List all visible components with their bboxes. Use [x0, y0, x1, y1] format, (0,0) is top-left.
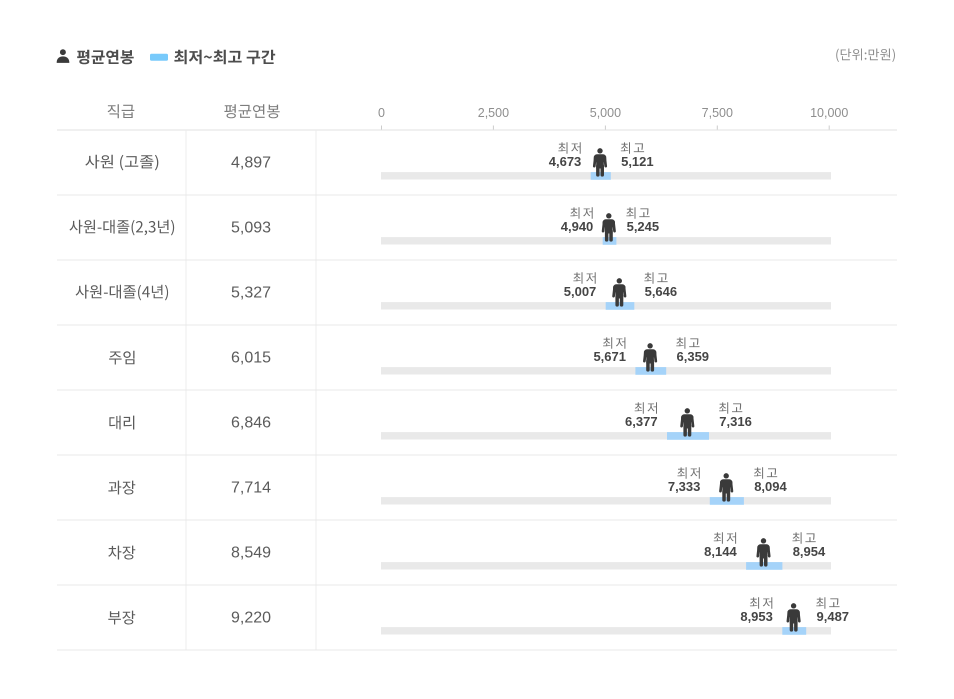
svg-text:6,377: 6,377 — [625, 414, 658, 429]
svg-text:8,954: 8,954 — [793, 544, 826, 559]
svg-text:9,220: 9,220 — [231, 610, 271, 627]
svg-text:8,549: 8,549 — [231, 545, 271, 562]
svg-text:6,015: 6,015 — [231, 350, 271, 367]
svg-text:5,245: 5,245 — [627, 219, 660, 234]
svg-text:7,333: 7,333 — [668, 479, 701, 494]
svg-text:2,500: 2,500 — [478, 106, 509, 120]
svg-text:5,671: 5,671 — [593, 349, 626, 364]
svg-text:7,500: 7,500 — [702, 106, 733, 120]
svg-text:4,897: 4,897 — [231, 155, 271, 172]
svg-text:5,007: 5,007 — [564, 284, 597, 299]
svg-text:5,121: 5,121 — [621, 154, 654, 169]
svg-text:5,093: 5,093 — [231, 220, 271, 237]
svg-text:7,316: 7,316 — [719, 414, 752, 429]
svg-text:6,846: 6,846 — [231, 415, 271, 432]
svg-text:5,646: 5,646 — [645, 284, 678, 299]
svg-text:8,953: 8,953 — [740, 609, 773, 624]
svg-text:5,000: 5,000 — [590, 106, 621, 120]
svg-text:8,094: 8,094 — [754, 479, 787, 494]
svg-text:4,673: 4,673 — [549, 154, 582, 169]
svg-text:0: 0 — [378, 106, 385, 120]
svg-text:4,940: 4,940 — [561, 219, 594, 234]
svg-text:6,359: 6,359 — [677, 349, 710, 364]
svg-text:10,000: 10,000 — [810, 106, 848, 120]
svg-text:7,714: 7,714 — [231, 480, 271, 497]
svg-text:9,487: 9,487 — [817, 609, 850, 624]
svg-text:8,144: 8,144 — [704, 544, 737, 559]
svg-text:5,327: 5,327 — [231, 285, 271, 302]
